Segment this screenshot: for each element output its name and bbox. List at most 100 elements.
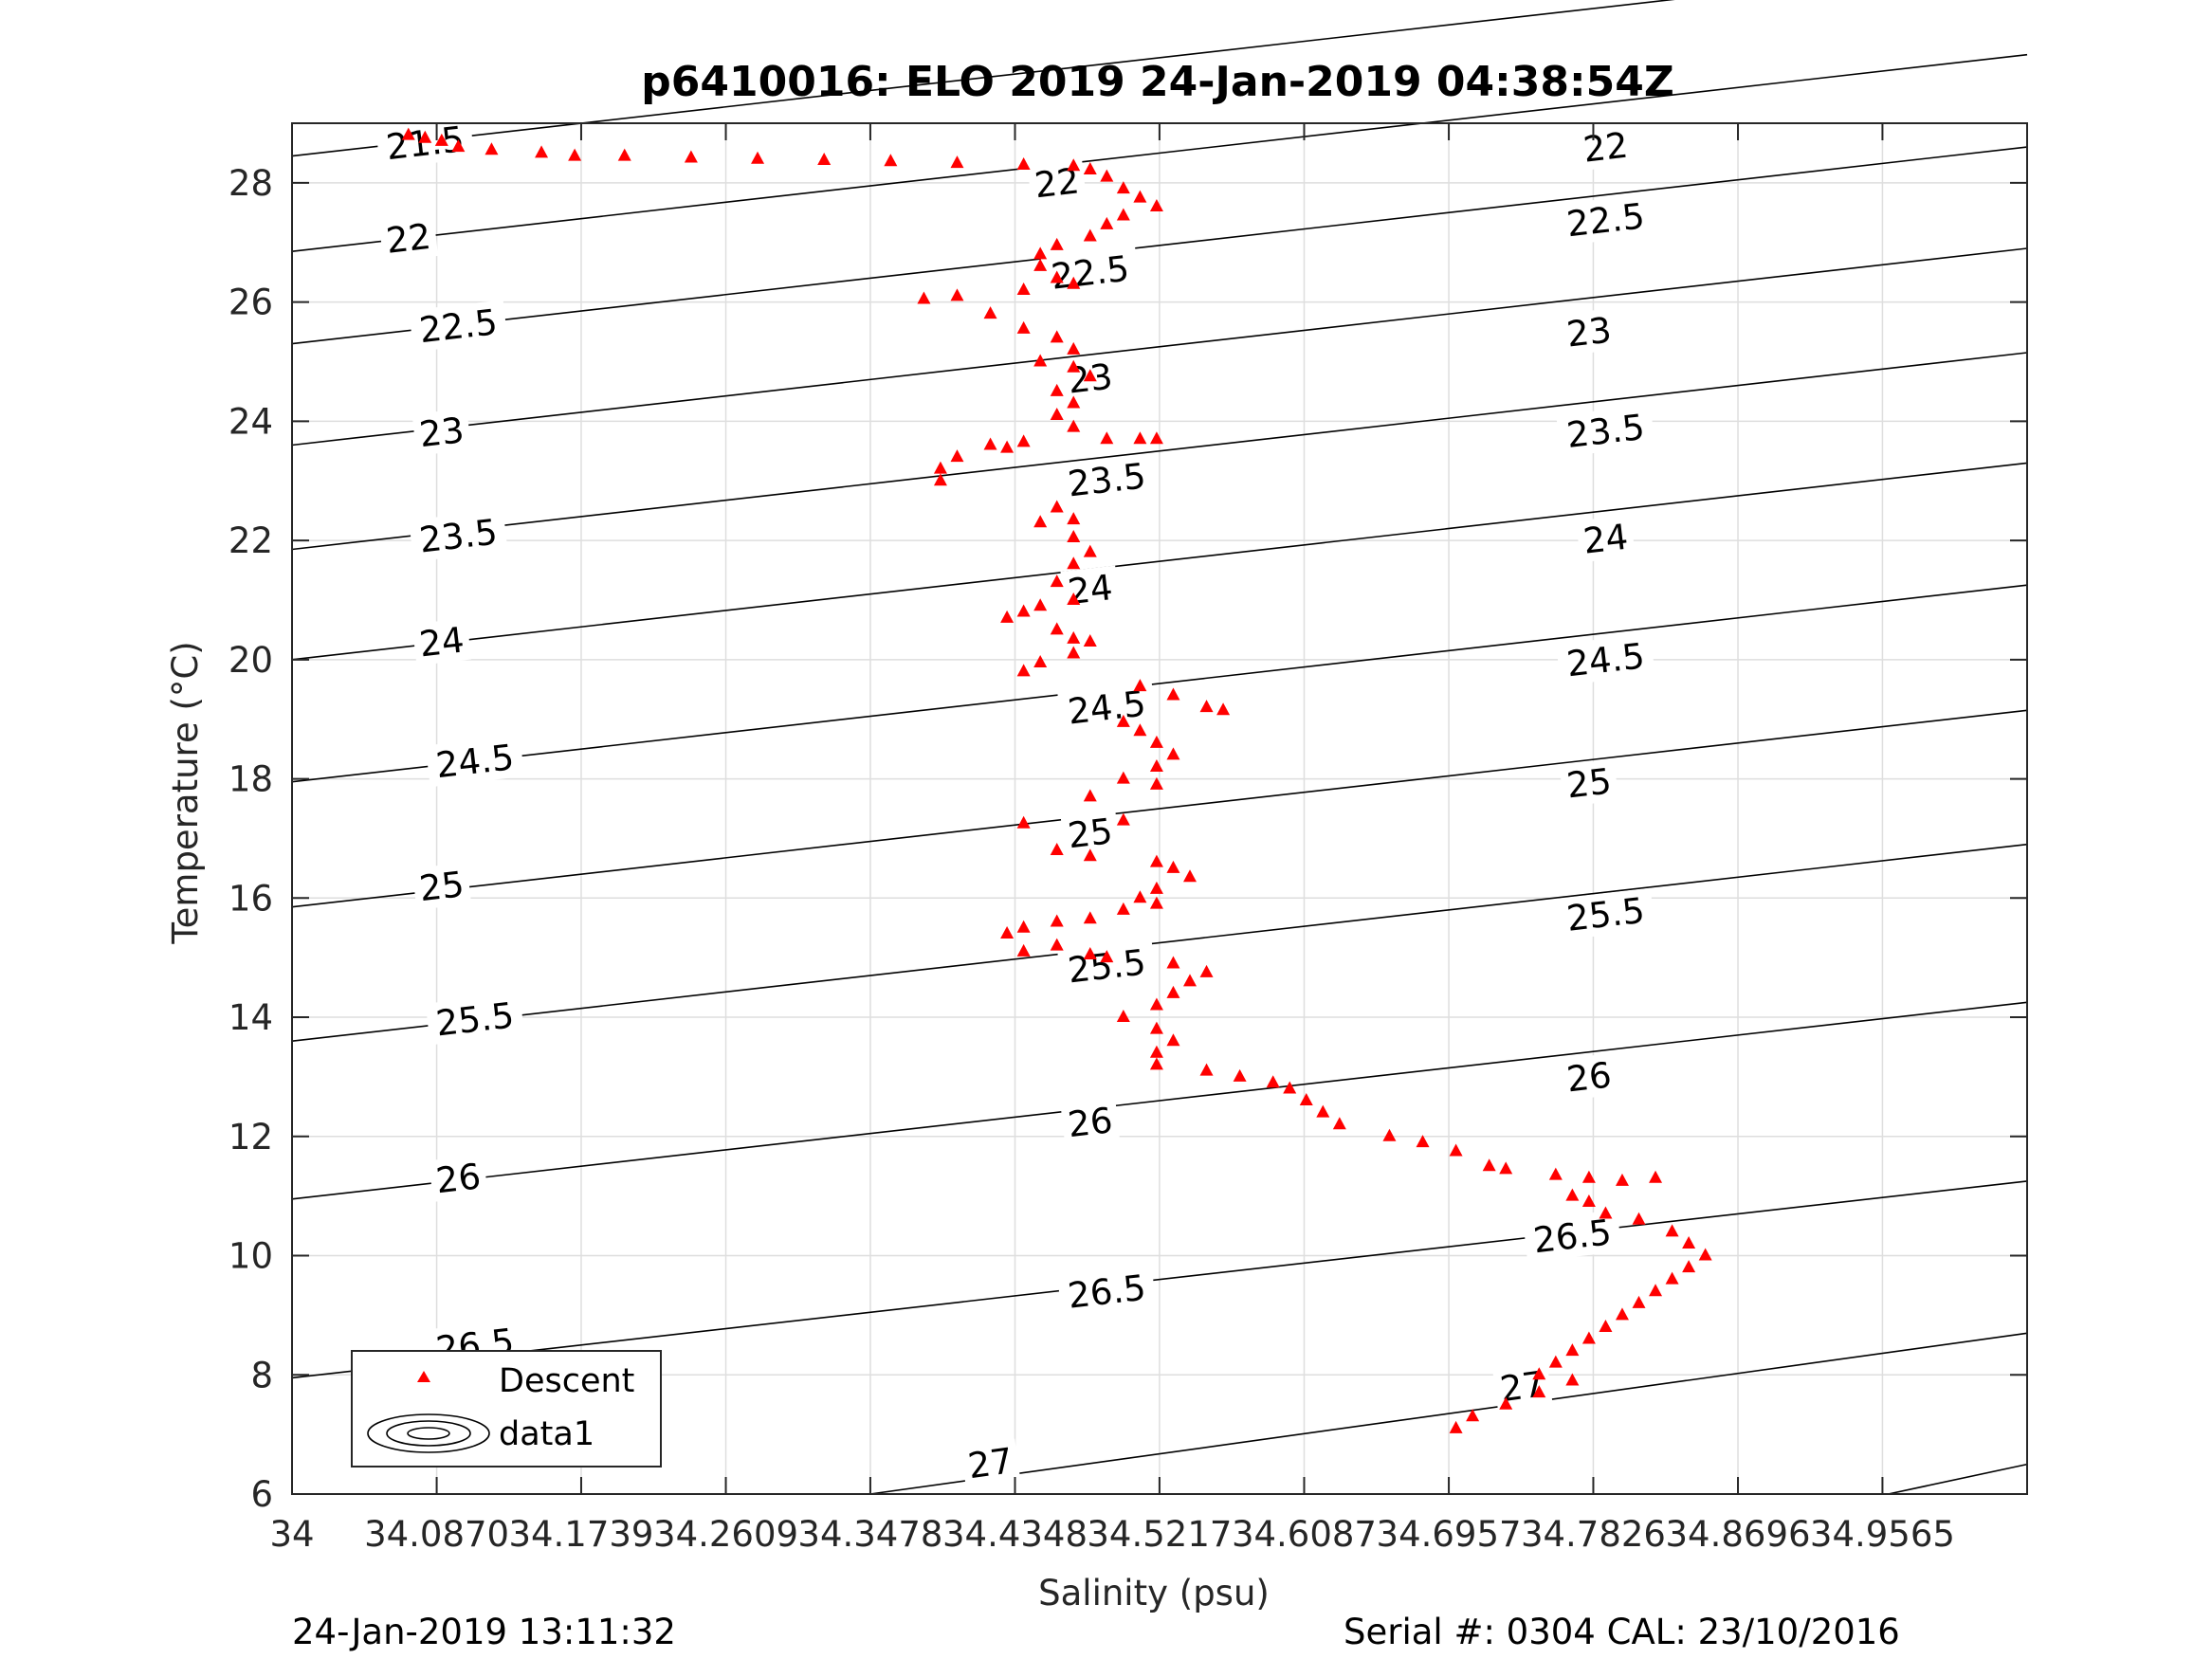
descent-point: [1067, 359, 1081, 373]
descent-point: [1665, 1271, 1679, 1285]
descent-point: [1016, 283, 1031, 296]
descent-point: [1199, 700, 1214, 713]
descent-point: [1116, 1010, 1130, 1023]
x-tick-label: 34.0870: [364, 1514, 509, 1555]
serial-cal-footer: Serial #: 0304 CAL: 23/10/2016: [1344, 1612, 1900, 1652]
x-tick-label: 34.6087: [1232, 1514, 1377, 1555]
descent-point: [1067, 529, 1081, 542]
y-tick-label: 20: [229, 640, 273, 681]
descent-point: [1133, 190, 1147, 203]
descent-point: [1499, 1161, 1513, 1175]
descent-point: [1615, 1307, 1629, 1321]
density-contour-line: [291, 247, 2028, 447]
descent-point: [1565, 1373, 1580, 1386]
density-contour-line: [291, 53, 2028, 252]
descent-point: [1016, 157, 1031, 171]
descent-point: [1033, 654, 1048, 667]
descent-point: [1033, 515, 1048, 528]
contour-label: 23.5: [1066, 455, 1148, 504]
descent-point: [1067, 630, 1081, 644]
y-tick-label: 24: [229, 401, 273, 442]
descent-point: [1283, 1081, 1297, 1094]
contour-label-mask: [1523, 1210, 1622, 1263]
descent-point: [1083, 633, 1097, 647]
descent-point: [1016, 815, 1031, 829]
x-tick-label: 34.6957: [1377, 1514, 1522, 1555]
density-contour-line: [291, 146, 2028, 345]
contour-label: 23.5: [1564, 407, 1647, 456]
x-axis-label: Salinity (psu): [1038, 1573, 1270, 1613]
descent-point: [1050, 270, 1064, 283]
legend-contour-icon: [367, 1413, 490, 1453]
descent-point: [1067, 341, 1081, 355]
descent-point: [1116, 771, 1130, 784]
descent-point: [1149, 199, 1163, 212]
contour-label-mask: [1057, 1265, 1157, 1318]
contour-label: 25: [417, 864, 466, 909]
density-contour-line: [291, 584, 2028, 783]
x-tick-label: 34.5217: [1087, 1514, 1232, 1555]
y-tick-label: 12: [229, 1117, 273, 1158]
axis-ticks: 34 34.0870 34.1739 34.2609 34.3478 34.4348 34.…: [229, 123, 2027, 1555]
descent-point: [1565, 1188, 1580, 1201]
y-tick-label: 26: [229, 283, 273, 323]
descent-point: [1599, 1206, 1613, 1219]
contour-label: 24: [1581, 517, 1631, 562]
descent-point: [1233, 1068, 1247, 1082]
descent-point: [1116, 208, 1130, 221]
descent-point: [1067, 556, 1081, 570]
descent-point: [1016, 664, 1031, 677]
descent-point: [1316, 1104, 1330, 1118]
contour-label-mask: [1040, 246, 1140, 299]
descent-point: [1266, 1075, 1280, 1088]
contour-label: 26.5: [1531, 1212, 1614, 1261]
contour-label-mask: [1559, 307, 1619, 356]
y-tick-label: 22: [229, 520, 273, 561]
contour-label-mask: [1559, 758, 1619, 808]
descent-point: [535, 145, 549, 158]
descent-point: [1149, 997, 1163, 1011]
descent-point: [1449, 1420, 1463, 1433]
descent-point: [1083, 911, 1097, 924]
descent-point: [1016, 604, 1031, 617]
y-tick-label: 18: [229, 759, 273, 800]
descent-point: [1166, 860, 1180, 873]
descent-point: [1000, 926, 1015, 939]
descent-point: [1116, 812, 1130, 826]
contour-label-mask: [409, 509, 508, 562]
contour-label-mask: [1060, 1098, 1121, 1146]
contour-label-mask: [1057, 939, 1157, 993]
descent-point: [1216, 702, 1231, 716]
descent-point: [1149, 881, 1163, 894]
descent-point: [1067, 646, 1081, 659]
descent-point: [1299, 1093, 1313, 1106]
descent-point: [1016, 320, 1031, 334]
descent-point: [1067, 419, 1081, 432]
descent-point: [1033, 598, 1048, 611]
descent-point: [1581, 1170, 1596, 1183]
contour-label: 22: [384, 216, 433, 262]
descent-point: [1632, 1212, 1646, 1225]
descent-point: [1548, 1355, 1563, 1368]
contour-label: 26: [434, 1156, 484, 1201]
descent-point: [1649, 1284, 1663, 1297]
density-contours: 21.522222222.522.522.523232323.523.523.5…: [291, 0, 2028, 1495]
contour-label: 25.5: [1564, 890, 1647, 939]
descent-point: [617, 148, 631, 161]
contour-label: 25: [1564, 760, 1614, 806]
descent-point: [1682, 1235, 1696, 1249]
legend-data1-label: data1: [499, 1415, 594, 1453]
descent-point: [1149, 735, 1163, 748]
descent-point: [1067, 592, 1081, 605]
descent-point: [1067, 395, 1081, 409]
descent-point: [1000, 610, 1015, 623]
descent-point: [1565, 1343, 1580, 1357]
descent-point: [418, 130, 432, 143]
contour-label: 22: [1581, 125, 1631, 171]
descent-point: [1083, 228, 1097, 242]
contour-label-mask: [375, 117, 475, 170]
contour-label-mask: [1576, 123, 1636, 172]
density-contour-line: [869, 1332, 2028, 1495]
descent-point: [1149, 431, 1163, 445]
